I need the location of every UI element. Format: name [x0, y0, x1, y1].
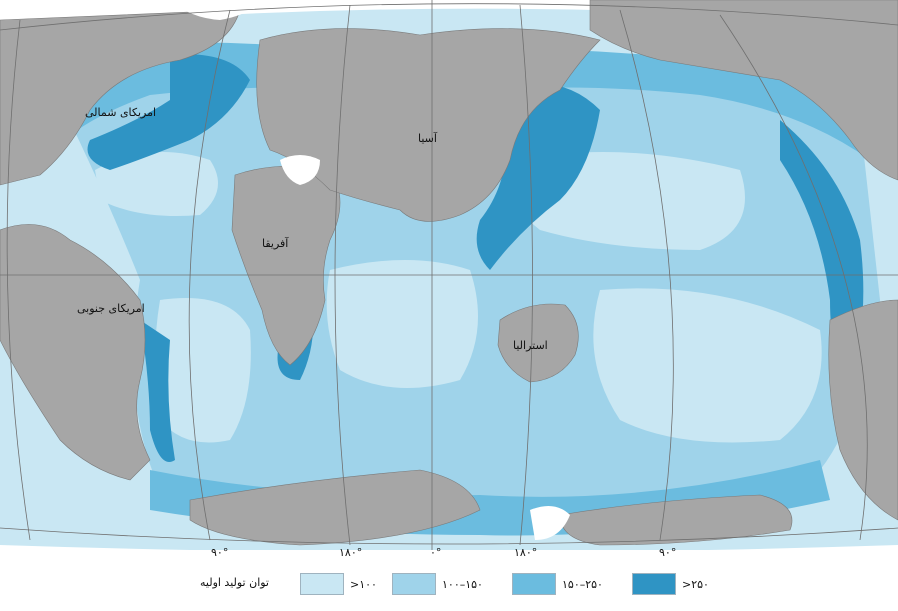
- label-asia: آسیا: [418, 132, 437, 145]
- land-south-america-east: [828, 299, 898, 521]
- ocean-region-high-n: [40, 42, 880, 160]
- ocean-region-low-atlantic-s: [155, 298, 251, 443]
- longitude-label-4: ۱۸۰°: [514, 546, 538, 559]
- ocean-region-low-atlantic-n: [95, 152, 218, 216]
- legend-label-low: >۱۰۰: [350, 577, 377, 591]
- label-africa: آفریقا: [262, 237, 289, 250]
- ice-patch-antarctic: [530, 506, 570, 540]
- legend-item-mid: ۱۰۰–۱۵۰: [392, 570, 483, 598]
- land-south-america: [0, 224, 151, 481]
- map-svg: [0, 0, 898, 550]
- land-antarctica-east: [559, 494, 793, 546]
- legend-label-mid: ۱۰۰–۱۵۰: [442, 577, 483, 591]
- label-south-america: امریکای جنوبی: [77, 302, 145, 315]
- ice-patch-arctic: [170, 0, 260, 20]
- legend-swatch-mid: [392, 573, 436, 595]
- ocean-region-very-high-na: [87, 54, 250, 170]
- legend-item-low: >۱۰۰: [300, 570, 377, 598]
- legend-swatch-low: [300, 573, 344, 595]
- longitude-label-3: ۰°: [430, 546, 442, 559]
- legend: توان تولید اولیه >۱۰۰ ۱۰۰–۱۵۰ ۱۵۰–۲۵۰ >۲…: [0, 566, 898, 602]
- legend-swatch-very-high: [632, 573, 676, 595]
- label-australia: استرالیا: [513, 339, 548, 352]
- legend-item-high: ۱۵۰–۲۵۰: [512, 570, 603, 598]
- ice-patch-sahara: [280, 155, 320, 185]
- graticule: [0, 0, 898, 550]
- land-australia: [497, 303, 579, 383]
- legend-title: توان تولید اولیه: [200, 576, 269, 589]
- legend-label-very-high: >۲۵۰: [682, 577, 709, 591]
- ocean-region-low-indian: [326, 260, 478, 388]
- world-map: امریکای شمالی امریکای جنوبی آفریقا آسیا …: [0, 0, 898, 550]
- label-north-america: امریکای شمالی: [85, 106, 157, 119]
- land-north-america: [0, 9, 241, 186]
- ocean-region-very-high-sa: [140, 320, 175, 462]
- longitude-label-1: ۹۰°: [211, 546, 229, 559]
- legend-swatch-high: [512, 573, 556, 595]
- legend-label-high: ۱۵۰–۲۵۰: [562, 577, 603, 591]
- longitude-label-2: ۱۸۰°: [339, 546, 363, 559]
- legend-item-very-high: >۲۵۰: [632, 570, 709, 598]
- ocean-region-low-pacific-s: [593, 288, 822, 443]
- land-greenland-north: [589, 0, 898, 181]
- longitude-label-5: ۹۰°: [659, 546, 677, 559]
